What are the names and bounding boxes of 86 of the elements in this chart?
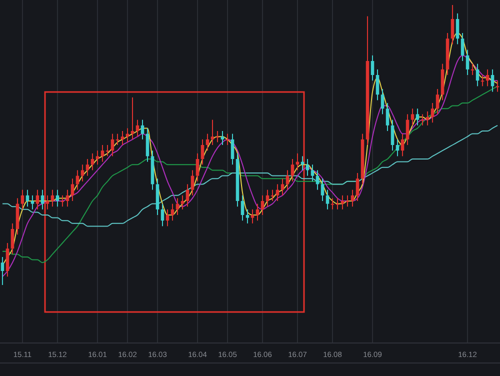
candlestick — [256, 203, 260, 222]
candlestick — [496, 80, 500, 92]
candlestick — [390, 119, 394, 152]
candlestick — [190, 170, 194, 196]
candlestick — [140, 119, 144, 140]
candlestick — [20, 189, 24, 210]
candlestick — [400, 133, 404, 157]
candlestick — [330, 198, 334, 210]
candlestick — [250, 208, 254, 224]
candlestick — [120, 130, 124, 146]
candlestick — [260, 194, 264, 216]
candlestick — [420, 114, 424, 126]
candlestick — [56, 189, 60, 208]
candlestick — [116, 133, 120, 146]
candlestick — [230, 133, 234, 166]
candlestick — [70, 178, 74, 202]
candlestick — [460, 32, 464, 62]
candlestick — [356, 172, 360, 202]
candlestick — [100, 144, 104, 162]
candlestick — [130, 96, 134, 140]
candlestick — [426, 110, 430, 126]
candlestick — [220, 130, 224, 146]
candlestick — [306, 158, 310, 176]
candlestick — [410, 108, 414, 126]
candlestick — [200, 138, 204, 166]
candlestick — [26, 189, 30, 208]
candlestick — [386, 102, 390, 132]
candlestick — [226, 133, 230, 146]
candlestick — [476, 63, 480, 87]
candlestick — [40, 189, 44, 210]
candlestick — [266, 189, 270, 208]
candlestick — [486, 68, 490, 87]
candlestick — [206, 133, 210, 152]
candlestick — [370, 54, 374, 82]
candlestick — [276, 184, 280, 202]
candlestick — [270, 189, 274, 202]
candlestick — [320, 178, 324, 202]
candlestick — [46, 194, 50, 210]
candlestick — [180, 194, 184, 210]
candlestick — [86, 158, 90, 176]
candlestick — [60, 194, 64, 208]
candlestick — [6, 242, 10, 278]
candlestick — [110, 133, 114, 157]
candlestick — [246, 208, 250, 224]
candlestick — [170, 203, 174, 222]
candlestick — [326, 189, 330, 210]
candlestick — [490, 68, 494, 92]
candlestick — [160, 203, 164, 227]
candlestick — [396, 138, 400, 157]
candlestick — [0, 256, 4, 286]
candlestick — [470, 63, 474, 76]
candlestick — [340, 194, 344, 210]
candlestick — [430, 102, 434, 124]
candlestick — [350, 189, 354, 208]
candlestick — [106, 144, 110, 157]
candlestick — [346, 194, 350, 208]
candlestick — [310, 164, 314, 182]
candlestick — [466, 49, 470, 76]
candlestick — [240, 194, 244, 222]
candlestick — [50, 189, 54, 208]
candlestick — [10, 222, 14, 255]
candlestick — [280, 178, 284, 196]
candlestick — [30, 194, 34, 210]
candlestick — [376, 68, 380, 101]
candlestick — [66, 189, 70, 208]
candlestick — [196, 152, 200, 182]
candlestick — [480, 74, 484, 87]
candlestick — [290, 158, 294, 182]
candlestick — [436, 88, 440, 115]
candlestick — [166, 208, 170, 227]
candlestick — [186, 184, 190, 208]
candlestick — [416, 108, 420, 126]
candlestick — [176, 198, 180, 216]
candlestick — [36, 189, 40, 210]
candlestick — [336, 198, 340, 210]
candlestick — [216, 130, 220, 143]
candlestick — [456, 12, 460, 45]
candlestick — [210, 119, 214, 146]
candlestick — [90, 152, 94, 171]
candlestick — [136, 119, 140, 138]
candlestick — [380, 88, 384, 115]
candlestick — [80, 164, 84, 182]
candlestick — [146, 128, 150, 162]
candlestick — [406, 114, 410, 146]
candlestick — [96, 150, 100, 166]
candlestick — [450, 4, 454, 45]
